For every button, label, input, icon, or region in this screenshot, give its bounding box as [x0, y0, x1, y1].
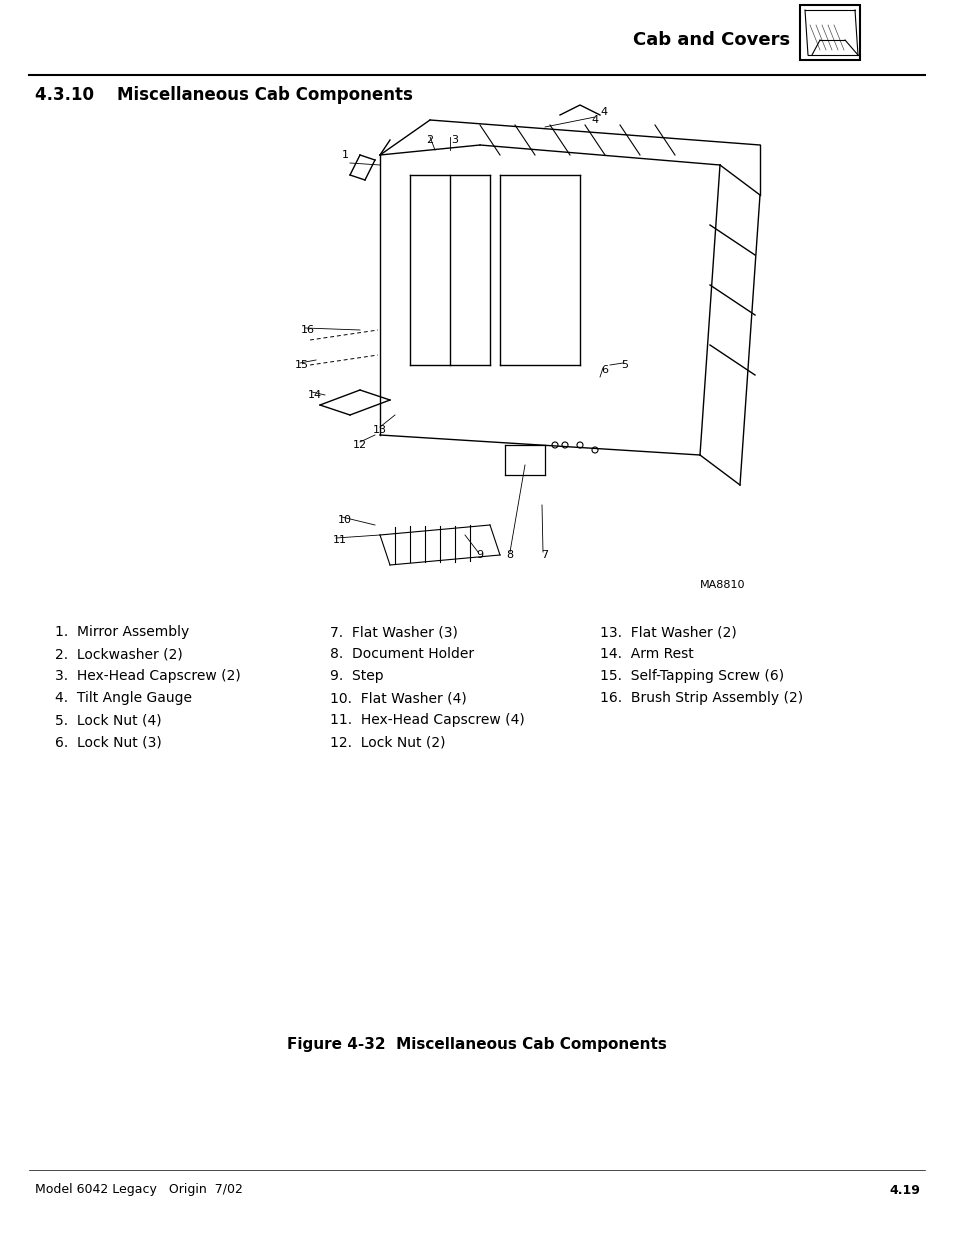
Text: Cab and Covers: Cab and Covers: [632, 31, 789, 49]
Text: 13.  Flat Washer (2): 13. Flat Washer (2): [599, 625, 736, 638]
Text: 8: 8: [506, 550, 513, 559]
Text: 9: 9: [476, 550, 483, 559]
Text: 10: 10: [337, 515, 352, 525]
Text: 16.  Brush Strip Assembly (2): 16. Brush Strip Assembly (2): [599, 692, 802, 705]
Text: 13: 13: [373, 425, 387, 435]
Text: 1.  Mirror Assembly: 1. Mirror Assembly: [55, 625, 189, 638]
Text: 4: 4: [591, 115, 598, 125]
Text: Model 6042 Legacy   Origin  7/02: Model 6042 Legacy Origin 7/02: [35, 1183, 243, 1197]
Text: 15: 15: [294, 359, 309, 370]
Text: 4: 4: [599, 107, 606, 117]
Text: 16: 16: [301, 325, 314, 335]
Text: 11.  Hex-Head Capscrew (4): 11. Hex-Head Capscrew (4): [330, 713, 524, 727]
FancyBboxPatch shape: [800, 5, 859, 61]
Text: 11: 11: [333, 535, 347, 545]
Text: 3.  Hex-Head Capscrew (2): 3. Hex-Head Capscrew (2): [55, 669, 240, 683]
Text: 9.  Step: 9. Step: [330, 669, 383, 683]
Text: Figure 4-32  Miscellaneous Cab Components: Figure 4-32 Miscellaneous Cab Components: [287, 1037, 666, 1052]
Text: 12.  Lock Nut (2): 12. Lock Nut (2): [330, 735, 445, 748]
Text: 5.  Lock Nut (4): 5. Lock Nut (4): [55, 713, 161, 727]
Text: 7: 7: [541, 550, 548, 559]
Text: 1: 1: [341, 149, 348, 161]
Text: 4.19: 4.19: [888, 1183, 919, 1197]
Text: 2: 2: [426, 135, 433, 144]
Text: 14: 14: [308, 390, 322, 400]
Text: 8.  Document Holder: 8. Document Holder: [330, 647, 474, 661]
Text: 2.  Lockwasher (2): 2. Lockwasher (2): [55, 647, 183, 661]
Text: MA8810: MA8810: [700, 580, 744, 590]
Text: 12: 12: [353, 440, 367, 450]
Text: 6: 6: [601, 366, 608, 375]
Text: 7.  Flat Washer (3): 7. Flat Washer (3): [330, 625, 457, 638]
Text: 14.  Arm Rest: 14. Arm Rest: [599, 647, 693, 661]
Text: 3: 3: [451, 135, 458, 144]
Text: 10.  Flat Washer (4): 10. Flat Washer (4): [330, 692, 466, 705]
Text: 5: 5: [620, 359, 628, 370]
Text: 4.3.10    Miscellaneous Cab Components: 4.3.10 Miscellaneous Cab Components: [35, 86, 413, 104]
Text: 15.  Self-Tapping Screw (6): 15. Self-Tapping Screw (6): [599, 669, 783, 683]
Text: 6.  Lock Nut (3): 6. Lock Nut (3): [55, 735, 162, 748]
Text: 4.  Tilt Angle Gauge: 4. Tilt Angle Gauge: [55, 692, 192, 705]
